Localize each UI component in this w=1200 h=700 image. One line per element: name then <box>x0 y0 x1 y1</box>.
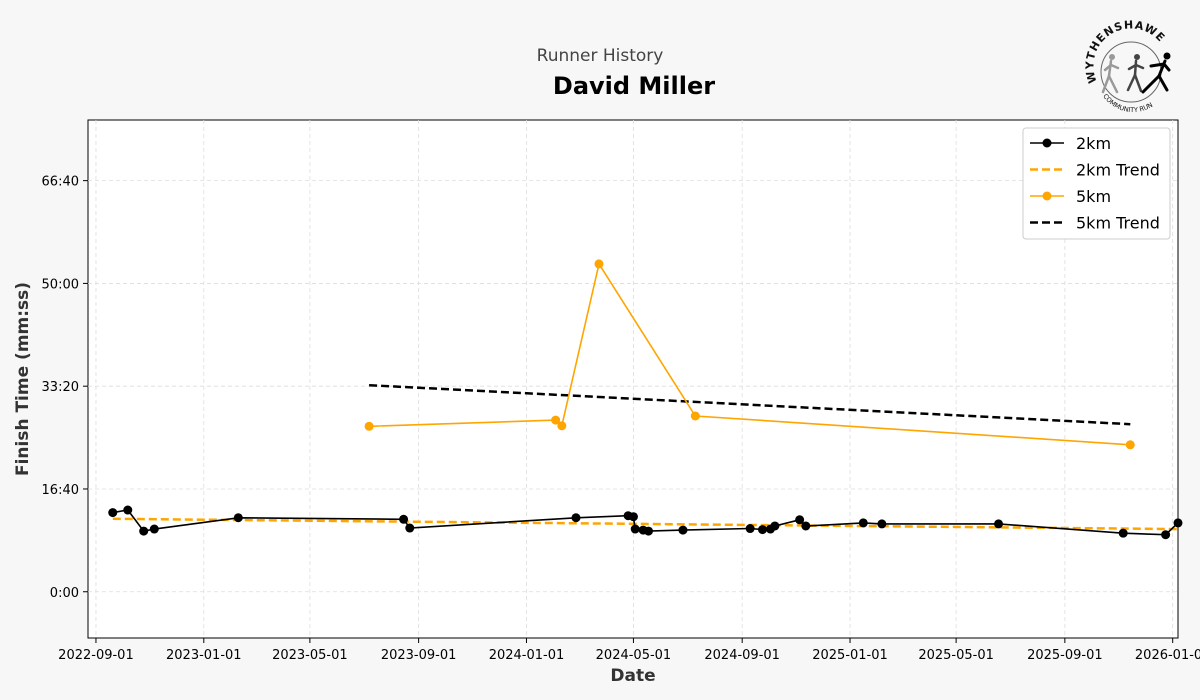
data-point-2km <box>139 526 149 536</box>
series-5km-trend <box>369 383 1131 426</box>
x-tick-label: 2024-01-01 <box>489 648 565 663</box>
y-axis-label: Finish Time (mm:ss) <box>13 282 33 476</box>
svg-text:COMMUNITY RUN: COMMUNITY RUN <box>1101 92 1154 114</box>
y-tick-label: 50:00 <box>42 277 79 292</box>
data-point-2km <box>758 525 768 535</box>
logo-text-top: WYTHENSHAWE <box>1083 18 1167 85</box>
legend-marker-2km <box>1042 138 1052 148</box>
x-tick-label: 2024-09-01 <box>704 648 780 663</box>
data-point-2km <box>801 521 811 531</box>
legend-box <box>1022 127 1171 240</box>
data-point-5km <box>551 415 561 425</box>
series-group <box>108 259 1183 540</box>
runner-figure-1 <box>1101 54 1120 94</box>
x-tick-label: 2025-09-01 <box>1027 648 1103 663</box>
x-tick-label: 2023-05-01 <box>272 648 348 663</box>
data-point-2km <box>745 524 755 534</box>
x-axis-label: Date <box>610 666 655 686</box>
legend-label-2km: 2km <box>1076 134 1111 153</box>
data-point-5km <box>557 421 567 431</box>
data-point-2km <box>1118 528 1128 538</box>
series-2km <box>108 505 1183 540</box>
legend-marker-5km <box>1042 191 1052 201</box>
chart-title: David Miller <box>552 72 716 100</box>
x-tick-label: 2025-05-01 <box>918 648 994 663</box>
series-line-5km <box>369 261 1131 446</box>
data-point-2km <box>571 513 581 523</box>
trend-line-5km-trend <box>369 383 1131 426</box>
data-point-2km <box>678 525 688 535</box>
svg-text:WYTHENSHAWE: WYTHENSHAWE <box>1083 18 1168 85</box>
data-point-2km <box>628 512 638 522</box>
x-tick-label: 2023-01-01 <box>166 648 242 663</box>
x-tick-label: 2022-09-01 <box>58 648 134 663</box>
runner-figure-3 <box>1141 52 1171 94</box>
data-point-2km <box>233 513 243 523</box>
data-point-2km <box>795 515 805 525</box>
x-tick-label: 2023-09-01 <box>381 648 457 663</box>
logo-text-bottom: COMMUNITY RUN <box>1101 92 1154 114</box>
data-point-2km <box>1161 530 1171 540</box>
legend: 2km 2km Trend 5km 5km Trend <box>1022 127 1171 240</box>
data-point-2km <box>405 523 415 533</box>
y-tick-label: 0:00 <box>50 586 79 601</box>
data-point-2km <box>108 508 118 518</box>
y-tick-label: 33:20 <box>42 380 79 395</box>
legend-label-5km-trend: 5km Trend <box>1076 214 1160 233</box>
x-axis: 2022-09-01 2023-01-01 2023-05-01 2023-09-01… <box>58 638 1200 663</box>
data-point-5km <box>364 421 374 431</box>
data-point-2km <box>149 524 159 534</box>
data-point-2km <box>399 514 409 524</box>
grid <box>88 120 1178 638</box>
runner-figure-2 <box>1126 54 1145 93</box>
chart-subtitle: Runner History <box>536 46 664 66</box>
data-point-2km <box>994 519 1004 529</box>
y-tick-label: 66:40 <box>42 175 79 190</box>
data-point-2km <box>630 524 640 534</box>
data-point-2km <box>123 505 133 515</box>
data-point-5km <box>1125 440 1135 450</box>
data-point-2km <box>877 519 887 529</box>
trend-line-2km-trend <box>112 517 1179 531</box>
data-point-2km <box>858 518 868 528</box>
x-tick-label: 2025-01-01 <box>812 648 888 663</box>
data-point-5km <box>690 411 700 421</box>
plot-area <box>87 119 1179 639</box>
data-point-2km <box>770 521 780 531</box>
x-tick-label: 2026-01-01 <box>1135 648 1200 663</box>
legend-label-2km-trend: 2km Trend <box>1076 161 1160 180</box>
wythenshawe-logo: WYTHENSHAWE COMMUNITY RUN <box>1083 18 1171 114</box>
data-point-2km <box>643 526 653 536</box>
series-5km <box>364 259 1135 450</box>
legend-label-5km: 5km <box>1076 187 1111 206</box>
y-tick-label: 16:40 <box>42 483 79 498</box>
series-2km-trend <box>112 517 1179 531</box>
data-point-2km <box>1173 518 1183 528</box>
y-axis: 0:00 16:40 33:20 50:00 66:40 <box>42 175 88 601</box>
x-tick-label: 2024-05-01 <box>596 648 672 663</box>
data-point-5km <box>594 259 604 269</box>
